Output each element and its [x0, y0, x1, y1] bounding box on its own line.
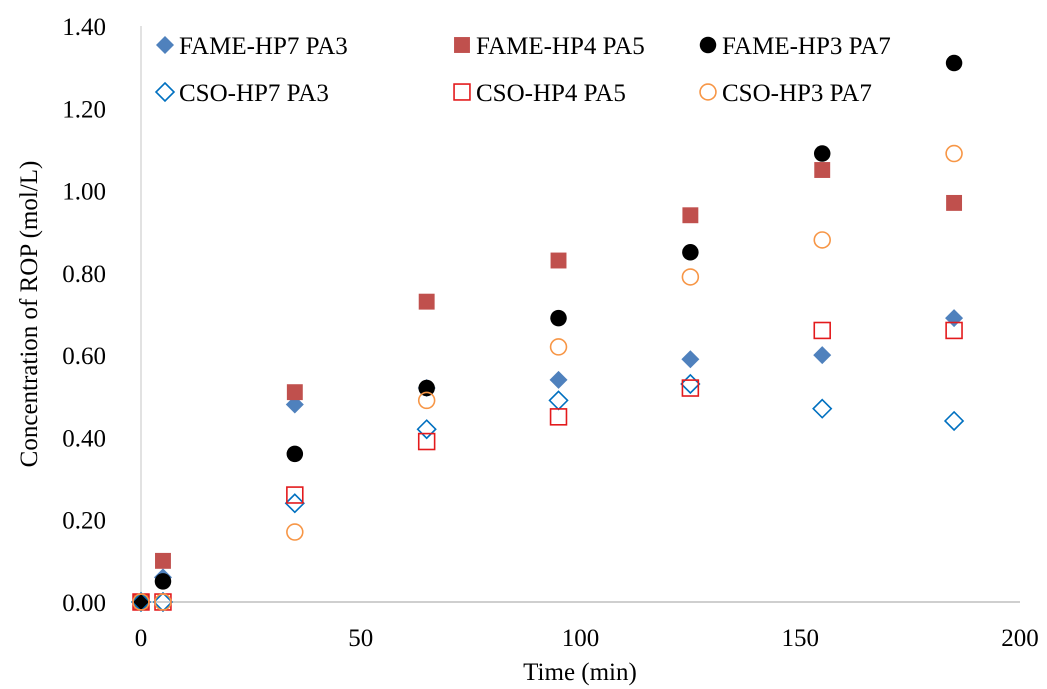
axes	[140, 26, 1020, 603]
y-tick-label: 1.00	[62, 179, 106, 206]
data-point	[943, 410, 965, 432]
series-3	[132, 54, 963, 611]
data-point	[286, 445, 304, 463]
data-point	[155, 552, 171, 569]
data-point	[286, 523, 304, 541]
data-point	[154, 593, 172, 611]
series-6	[132, 144, 963, 611]
data-point	[680, 373, 701, 395]
legend-item: FAME-HP7 PA3	[156, 33, 348, 60]
data-point	[417, 391, 436, 410]
series-1	[132, 309, 964, 611]
data-point	[813, 231, 831, 249]
legend-label: CSO-HP4 PA5	[476, 80, 626, 107]
legend-item: CSO-HP3 PA7	[699, 80, 872, 107]
data-point	[418, 379, 435, 397]
data-point	[946, 194, 963, 211]
data-point	[549, 408, 568, 426]
data-point	[813, 321, 831, 340]
series-4	[130, 373, 965, 613]
data-point	[417, 432, 436, 451]
legend-marker	[454, 37, 470, 53]
data-point	[681, 350, 700, 369]
legend-item: CSO-HP7 PA3	[154, 80, 329, 107]
legend-item: FAME-HP3 PA7	[699, 33, 891, 60]
legend-marker	[699, 36, 717, 54]
y-tick-label: 0.20	[62, 508, 106, 535]
legend-label: FAME-HP3 PA7	[722, 33, 891, 60]
data-point	[945, 54, 963, 72]
legend-marker	[154, 81, 176, 103]
data-point	[418, 293, 435, 310]
x-tick-label: 100	[562, 625, 600, 652]
data-points	[130, 54, 965, 613]
x-tick-labels: 0 50 100 150 200	[135, 625, 1039, 652]
data-point	[945, 321, 963, 340]
data-point	[286, 384, 303, 401]
data-point	[813, 346, 832, 365]
data-point	[682, 207, 699, 224]
data-point	[682, 244, 699, 261]
data-point	[152, 591, 174, 613]
x-tick-label: 0	[135, 625, 148, 652]
legend-label: FAME-HP4 PA5	[476, 33, 645, 60]
data-point	[681, 379, 700, 397]
y-tick-label: 0.80	[62, 261, 106, 288]
data-point	[550, 309, 567, 327]
data-point	[132, 593, 150, 611]
legend-label: CSO-HP3 PA7	[722, 80, 872, 107]
x-tick-label: 200	[1001, 625, 1039, 652]
legend-item: FAME-HP4 PA5	[454, 33, 645, 60]
x-tick-label: 150	[782, 625, 820, 652]
data-point	[130, 591, 152, 613]
data-point	[813, 145, 831, 162]
series-5	[132, 321, 963, 611]
y-tick-label: 0.60	[62, 343, 106, 370]
data-point	[550, 252, 567, 269]
data-point	[416, 419, 437, 440]
y-axis-title: Concentration of ROP (mol/L)	[16, 161, 43, 468]
data-point	[945, 309, 964, 328]
legend-label: CSO-HP7 PA3	[179, 80, 329, 107]
data-point	[286, 486, 304, 504]
y-tick-label: 0.00	[62, 590, 106, 617]
legend-marker	[453, 83, 471, 101]
data-point	[548, 390, 569, 411]
x-axis-title: Time (min)	[523, 659, 637, 686]
data-point	[549, 370, 568, 389]
y-tick-label: 1.40	[62, 14, 106, 41]
data-point	[814, 162, 831, 178]
data-point	[812, 398, 833, 419]
data-point	[945, 144, 963, 163]
data-point	[549, 338, 568, 356]
data-point	[681, 268, 700, 286]
y-tick-label: 1.20	[62, 96, 106, 123]
legend-marker	[156, 36, 174, 54]
legend: FAME-HP7 PA3 FAME-HP4 PA5 FAME-HP3 PA7 CSO-…	[154, 33, 891, 107]
y-tick-label: 0.40	[62, 425, 106, 452]
x-tick-label: 50	[348, 625, 373, 652]
series-2	[133, 162, 963, 610]
legend-item: CSO-HP4 PA5	[453, 80, 626, 107]
y-tick-labels: 0.00 0.20 0.40 0.60 0.80 1.00 1.20 1.40	[62, 14, 106, 617]
data-point	[154, 573, 172, 590]
legend-marker	[699, 83, 717, 101]
legend-label: FAME-HP7 PA3	[179, 33, 348, 60]
data-point	[284, 493, 305, 514]
